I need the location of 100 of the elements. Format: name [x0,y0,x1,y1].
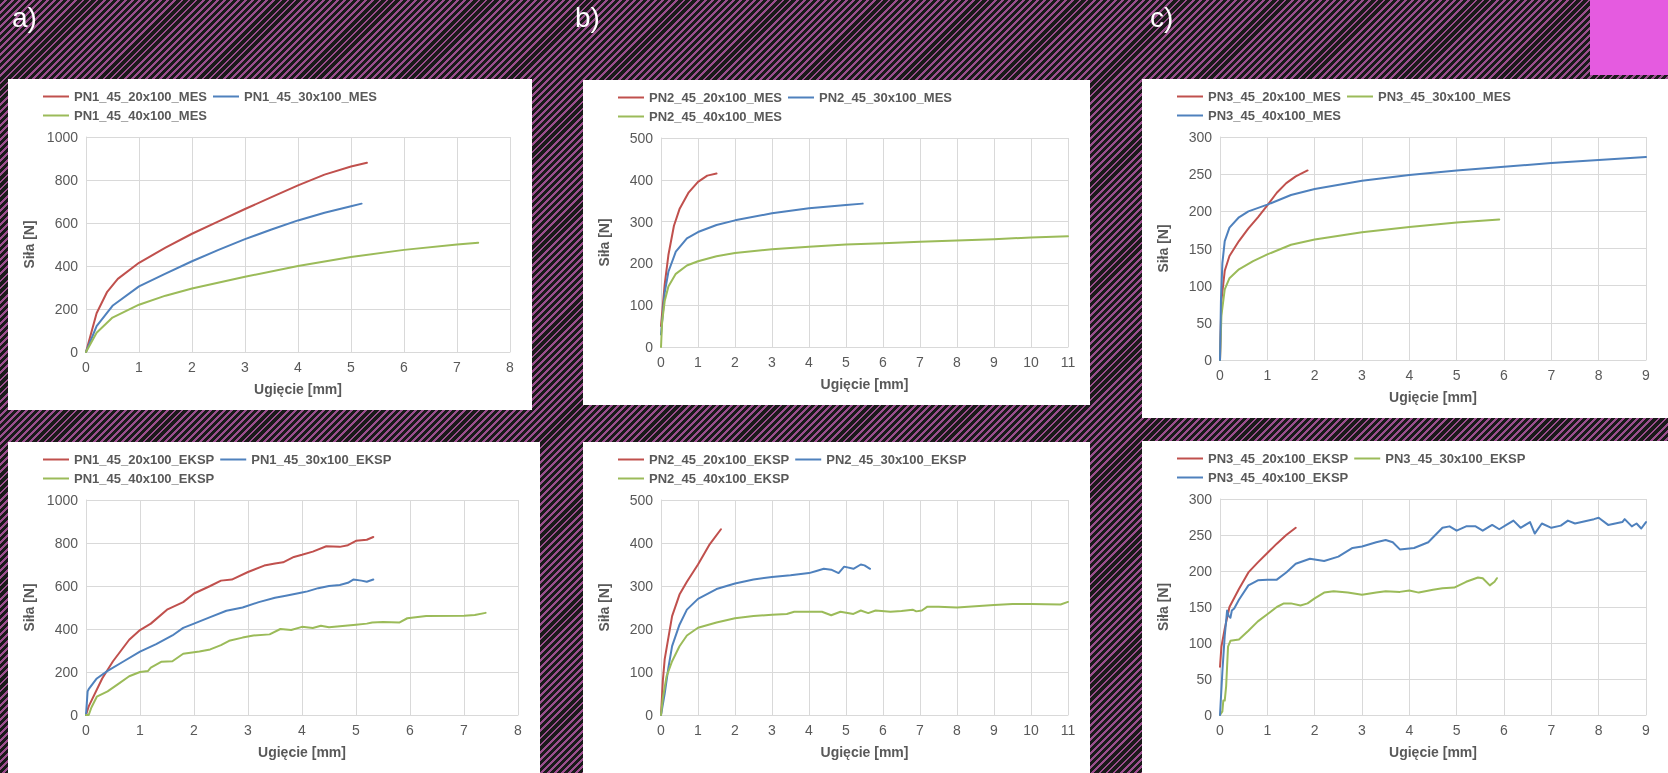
y-axis-title: Siła [N] [1155,224,1171,273]
x-axis-title: Ugięcie [mm] [820,376,909,392]
y-tick-label: 0 [70,707,79,723]
x-tick-label: 5 [842,354,851,370]
x-tick-label: 5 [842,722,851,738]
x-tick-label: 6 [406,722,415,738]
x-tick-label: 2 [190,722,199,738]
x-tick-label: 5 [1452,367,1461,383]
x-tick-label: 1 [135,359,144,375]
x-tick-label: 6 [879,722,888,738]
x-tick-label: 3 [768,722,777,738]
y-tick-label: 300 [1188,129,1213,145]
x-tick-label: 9 [1642,367,1651,383]
y-tick-label: 600 [54,215,79,231]
x-tick-label: 4 [1405,367,1414,383]
y-tick-label: 200 [54,301,79,317]
x-tick-label: 1 [694,354,703,370]
y-tick-label: 0 [70,344,79,360]
legend-label: PN2_45_40x100_MES [649,109,783,124]
line-series [660,600,1069,716]
y-axis-title: Siła [N] [20,220,37,269]
line-series [85,611,487,716]
y-tick-label: 150 [1188,599,1213,615]
x-tick-label: 6 [400,359,409,375]
x-tick-label: 0 [1216,367,1225,383]
x-tick-label: 6 [879,354,888,370]
y-tick-label: 200 [629,255,654,272]
y-tick-label: 250 [1188,166,1213,183]
x-tick-label: 2 [1310,722,1319,738]
legend-label: PN3_45_30x100_EKSP [1385,451,1526,466]
x-tick-label: 0 [657,354,666,370]
y-tick-label: 50 [1196,671,1213,687]
legend-label: PN1_45_30x100_EKSP [251,452,392,467]
x-tick-label: 4 [294,359,303,375]
y-tick-label: 200 [1188,203,1213,220]
y-tick-label: 300 [1188,491,1213,507]
x-tick-label: 4 [1405,722,1414,738]
y-tick-label: 500 [629,130,654,146]
y-tick-label: 600 [54,578,79,594]
x-tick-label: 4 [298,722,307,738]
x-tick-label: 8 [953,354,962,370]
x-axis-title: Ugięcie [mm] [820,744,909,760]
x-tick-label: 3 [1358,722,1367,738]
y-axis-title: Siła [N] [1155,582,1171,632]
x-tick-label: 0 [82,722,91,738]
x-tick-label: 2 [188,359,197,375]
line-series [660,235,1069,348]
y-tick-label: 800 [54,172,79,188]
line-series [1219,156,1647,361]
y-axis-title: Siła [N] [596,583,612,632]
legend-label: PN3_45_30x100_MES [1377,89,1512,104]
x-tick-label: 10 [1023,722,1039,738]
x-tick-label: 6 [1500,367,1509,383]
y-tick-label: 200 [54,664,79,680]
y-tick-label: 200 [1188,563,1213,579]
legend-label: PN3_45_40x100_EKSP [1208,470,1349,485]
legend-label: PN3_45_20x100_EKSP [1208,451,1349,466]
x-axis-title: Ugięcie [mm] [258,744,346,760]
y-tick-label: 150 [1188,240,1213,257]
x-tick-label: 5 [1452,722,1461,738]
line-series [85,241,480,353]
x-axis-title: Ugięcie [mm] [1389,744,1477,760]
x-tick-label: 8 [1594,367,1603,383]
legend-label: PN1_45_40x100_EKSP [74,471,215,486]
y-tick-label: 300 [629,578,654,594]
legend-label: PN1_45_30x100_MES [243,89,378,104]
y-tick-label: 0 [645,707,654,723]
x-axis-title: Ugięcie [mm] [1389,389,1477,405]
x-tick-label: 7 [1547,722,1556,738]
y-tick-label: 400 [629,171,654,188]
legend-label: PN2_45_40x100_EKSP [649,471,790,486]
y-tick-label: 800 [54,535,79,551]
legend-label: PN1_45_20x100_MES [74,89,208,104]
x-tick-label: 5 [347,359,356,375]
x-tick-label: 7 [1547,367,1556,383]
y-tick-label: 0 [1204,707,1213,723]
x-tick-label: 8 [953,722,962,738]
y-tick-label: 100 [629,297,654,314]
legend-label: PN2_45_30x100_EKSP [826,452,967,467]
x-tick-label: 2 [731,722,740,738]
x-tick-label: 1 [1263,722,1272,738]
x-tick-label: 7 [453,359,462,375]
x-tick-label: 2 [731,354,740,370]
x-tick-label: 1 [694,722,703,738]
y-tick-label: 100 [629,664,654,680]
x-tick-label: 3 [1358,367,1367,383]
y-tick-label: 400 [54,258,79,274]
line-series [660,202,864,336]
x-tick-label: 3 [768,354,777,370]
y-tick-label: 250 [1188,527,1213,543]
y-tick-label: 400 [54,621,79,637]
y-axis-title: Siła [N] [596,218,612,267]
line-series [1219,576,1498,716]
x-tick-label: 4 [805,354,814,370]
x-tick-label: 4 [805,722,814,738]
x-tick-label: 5 [352,722,361,738]
legend-label: PN2_45_30x100_MES [818,90,953,105]
x-tick-label: 8 [1594,722,1603,738]
x-tick-label: 2 [1310,367,1319,383]
x-tick-label: 0 [1216,722,1225,738]
